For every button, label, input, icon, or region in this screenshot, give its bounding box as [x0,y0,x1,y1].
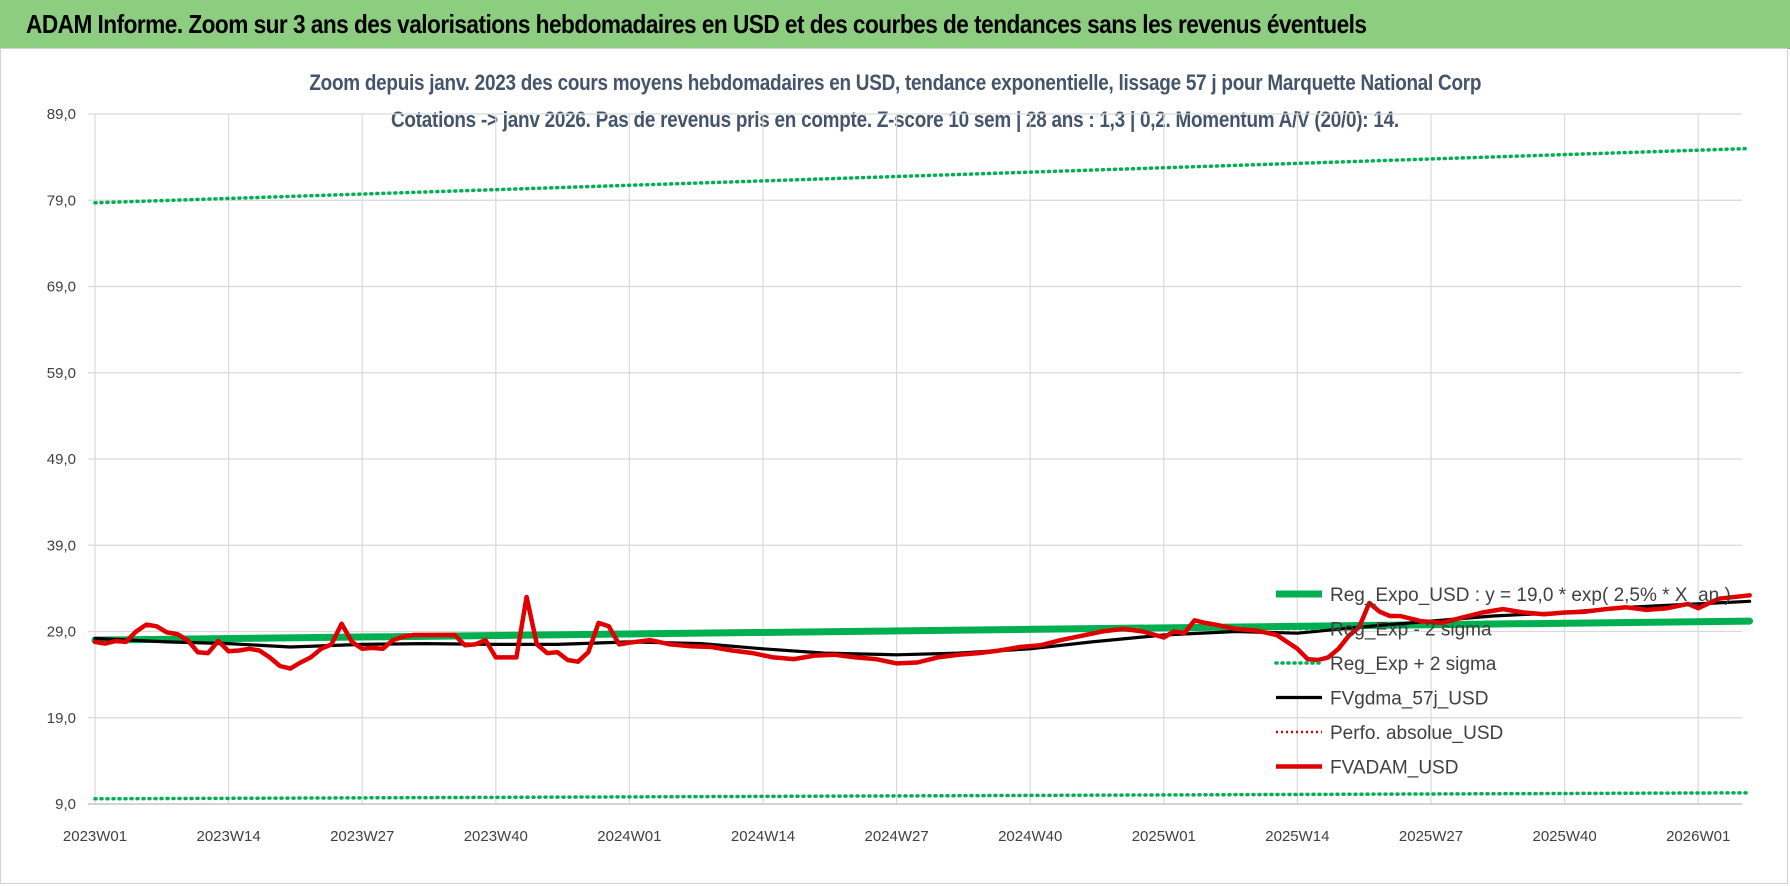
legend-label-perfo-absolue-line: Perfo. absolue_USD [1330,723,1503,744]
fvgdma-57j-line [93,599,1752,657]
x-tick-label: 2024W14 [731,828,795,845]
x-tick-label: 2025W01 [1132,828,1196,845]
y-tick-label: 29,0 [47,624,76,641]
report-banner: ADAM Informe. Zoom sur 3 ans des valoris… [0,0,1790,49]
chart-title-line-2-text: Cotations -> janv 2026. Pas de revenus p… [391,107,1399,132]
legend-label-fvadam-line: FVADAM_USD [1330,758,1458,779]
series-lines [91,146,1754,801]
x-tick-label: 2024W01 [597,828,661,845]
y-tick-label: 49,0 [47,451,76,468]
x-tick-label: 2025W40 [1532,828,1596,845]
x-tick-label: 2025W14 [1265,828,1329,845]
chart-title-line-2: Cotations -> janv 2026. Pas de revenus p… [0,107,1790,133]
x-tick-label: 2025W27 [1399,828,1463,845]
x-tick-label: 2023W01 [63,828,127,845]
legend-label-reg-exp-minus-2-sigma-line: Reg_Exp - 2 sigma [1330,620,1492,641]
y-tick-label: 79,0 [47,192,76,209]
x-tick-label: 2023W27 [330,828,394,845]
y-tick-label: 69,0 [47,279,76,296]
x-tick-label: 2026W01 [1666,828,1730,845]
x-tick-label: 2024W40 [998,828,1062,845]
reg-exp-minus-2-sigma-line [93,791,1752,801]
gridlines [88,113,1742,805]
legend-label-reg-expo-line: Reg_Expo_USD : y = 19,0 * exp( 2,5% * X_… [1330,585,1731,606]
fvadam-line [92,593,1752,671]
x-tick-label: 2023W40 [464,828,528,845]
reg-expo-line [91,617,1754,644]
reg-exp-plus-2-sigma-line [93,146,1752,205]
legend-label-reg-exp-plus-2-sigma-line: Reg_Exp + 2 sigma [1330,654,1497,675]
chart-title-line-1-text: Zoom depuis janv. 2023 des cours moyens … [309,70,1481,95]
y-tick-label: 59,0 [47,365,76,382]
y-tick-label: 9,0 [55,796,76,813]
report-title: ADAM Informe. Zoom sur 3 ans des valoris… [26,9,1367,39]
x-tick-label: 2023W14 [196,828,260,845]
x-tick-label: 2024W27 [864,828,928,845]
chart-title-line-1: Zoom depuis janv. 2023 des cours moyens … [0,70,1790,96]
chart-frame [0,48,1788,884]
y-tick-label: 39,0 [47,537,76,554]
y-tick-label: 19,0 [47,710,76,727]
legend-label-fvgdma-57j-line: FVgdma_57j_USD [1330,689,1488,710]
axes: 9,0 19,0 29,0 39,0 49,0 59,0 69,0 79,0 89,0 2023W… [47,106,1742,845]
y-tick-label: 89,0 [47,106,76,123]
legend: Reg_Expo_USD : y = 19,0 * exp( 2,5% * X_… [1274,585,1731,779]
